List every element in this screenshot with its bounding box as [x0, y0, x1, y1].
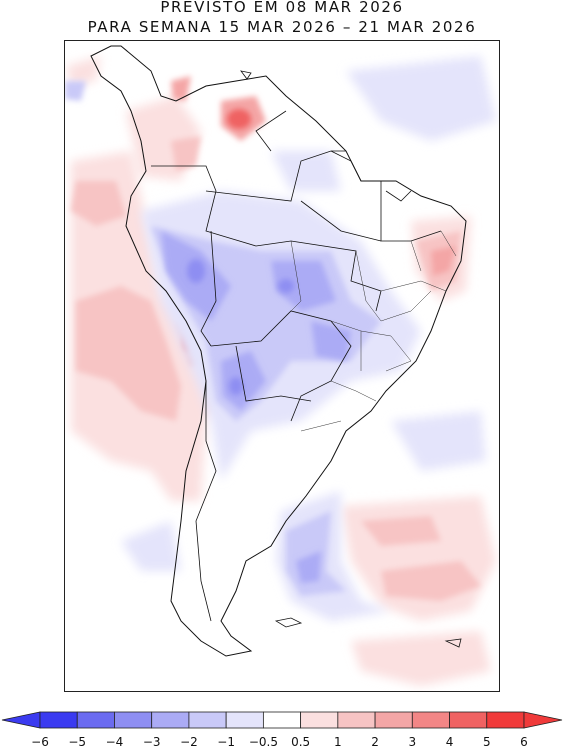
colorbar-tick-label: −1 [217, 735, 235, 749]
positive-anomaly-core [71, 136, 481, 601]
state-borders [290, 230, 457, 432]
colorbar-cell [411, 711, 450, 729]
colorbar-arrow-left [1, 711, 41, 729]
colorbar-cell [39, 711, 78, 729]
colorbar-tick-label: −0.5 [249, 735, 278, 749]
colorbar-tick-label: −6 [31, 735, 49, 749]
colorbar-arrow-right [523, 711, 563, 729]
colorbar-tick-label: −3 [143, 735, 161, 749]
colorbar-cell [374, 711, 413, 729]
colorbar-tick-label: −2 [180, 735, 198, 749]
colorbar-tick-label: 5 [483, 735, 491, 749]
colorbar-tick-label: 6 [520, 735, 528, 749]
colorbar-tick-label: 3 [408, 735, 416, 749]
colorbar: −6 −5 −4 −3 −2 −1 −0.5 0.5 1 2 3 4 5 6 [1, 711, 563, 749]
colorbar-cell [486, 711, 525, 729]
colorbar-cell [114, 711, 153, 729]
colorbar-cell [300, 711, 339, 729]
colorbar-tick-label: 1 [334, 735, 342, 749]
islands [240, 70, 462, 648]
country-borders [151, 110, 442, 622]
colorbar-tick-label: 2 [371, 735, 379, 749]
colorbar-cell [76, 711, 115, 729]
colorbar-tick-label: 0.5 [291, 735, 310, 749]
colorbar-cell [337, 711, 376, 729]
coastline [90, 45, 467, 657]
colorbar-tick-label: −4 [106, 735, 124, 749]
colorbar-cell [151, 711, 190, 729]
anomaly-map [64, 40, 500, 692]
colorbar-cell [188, 711, 227, 729]
colorbar-cell [225, 711, 264, 729]
map-subtitle: PARA SEMANA 15 MAR 2026 – 21 MAR 2026 [87, 18, 477, 36]
colorbar-tick-label: 4 [446, 735, 454, 749]
colorbar-tick-label: −5 [68, 735, 86, 749]
colorbar-cell [449, 711, 488, 729]
map-title: PREVISTO EM 08 MAR 2026 [160, 0, 404, 16]
colorbar-cell [262, 711, 302, 729]
